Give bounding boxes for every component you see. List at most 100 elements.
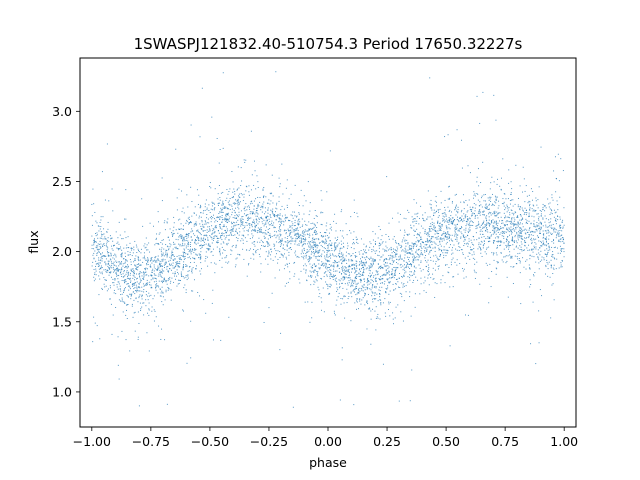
scatter-point <box>108 255 110 257</box>
scatter-point <box>275 215 277 216</box>
scatter-point <box>334 278 336 280</box>
scatter-point <box>506 224 508 226</box>
scatter-point <box>438 215 440 217</box>
scatter-point <box>140 272 142 274</box>
scatter-point <box>523 229 525 231</box>
scatter-point <box>356 308 357 310</box>
scatter-point <box>162 292 164 294</box>
scatter-point <box>130 280 132 282</box>
scatter-point <box>119 285 121 287</box>
scatter-point <box>95 246 97 248</box>
scatter-point <box>460 226 462 228</box>
scatter-point <box>314 224 316 226</box>
scatter-point <box>430 204 432 206</box>
scatter-point <box>531 255 533 257</box>
scatter-point <box>158 267 160 269</box>
scatter-point <box>419 232 421 234</box>
scatter-point <box>557 204 559 206</box>
scatter-point <box>442 212 444 214</box>
scatter-point <box>159 266 161 268</box>
scatter-point <box>341 359 343 361</box>
scatter-point <box>412 281 414 283</box>
scatter-point <box>560 234 562 236</box>
scatter-point <box>219 226 221 228</box>
scatter-point <box>459 263 461 265</box>
scatter-point <box>359 273 361 275</box>
scatter-point <box>537 199 539 201</box>
scatter-point <box>225 226 227 228</box>
scatter-point <box>516 231 518 233</box>
scatter-point <box>202 245 204 247</box>
scatter-point <box>286 206 288 208</box>
scatter-point <box>412 253 414 255</box>
scatter-point <box>357 242 359 244</box>
scatter-point <box>455 193 457 195</box>
scatter-point <box>392 261 394 263</box>
scatter-point <box>265 217 267 219</box>
scatter-point <box>416 213 418 215</box>
scatter-point <box>324 248 326 250</box>
scatter-point <box>562 226 564 228</box>
scatter-point <box>461 215 463 217</box>
scatter-point <box>207 218 209 220</box>
scatter-point <box>293 262 295 264</box>
scatter-point <box>553 268 555 270</box>
scatter-point <box>309 244 311 246</box>
scatter-point <box>123 271 125 273</box>
scatter-point <box>272 195 274 197</box>
scatter-point <box>181 236 183 238</box>
scatter-point <box>369 288 371 290</box>
scatter-point <box>113 261 115 263</box>
scatter-point <box>341 282 343 284</box>
scatter-point <box>315 257 317 259</box>
scatter-point <box>385 291 387 293</box>
scatter-point <box>294 250 296 252</box>
scatter-point <box>126 271 128 273</box>
scatter-point <box>157 292 159 294</box>
scatter-point <box>141 298 143 300</box>
scatter-point <box>314 270 316 272</box>
scatter-point <box>417 240 419 242</box>
scatter-point <box>469 172 471 174</box>
scatter-point <box>515 240 517 242</box>
scatter-point <box>554 258 556 260</box>
scatter-point <box>514 203 516 205</box>
scatter-point <box>182 239 184 241</box>
scatter-point <box>136 266 138 268</box>
scatter-point <box>130 268 132 270</box>
scatter-point <box>446 227 448 229</box>
scatter-point <box>448 267 450 268</box>
scatter-point <box>352 290 354 292</box>
scatter-point <box>212 248 214 250</box>
scatter-point <box>183 287 185 289</box>
scatter-point <box>124 282 126 284</box>
scatter-point <box>107 288 109 290</box>
scatter-point <box>427 241 429 243</box>
scatter-point <box>390 249 392 251</box>
scatter-point <box>337 255 339 257</box>
scatter-point <box>254 241 256 243</box>
scatter-point <box>320 234 322 236</box>
scatter-point <box>420 283 422 285</box>
scatter-point <box>297 202 299 204</box>
scatter-point <box>221 204 223 206</box>
scatter-point <box>412 256 414 258</box>
scatter-point <box>388 236 390 238</box>
scatter-point <box>562 227 564 229</box>
scatter-point <box>473 239 475 241</box>
scatter-point <box>277 214 279 216</box>
scatter-point <box>116 273 118 275</box>
scatter-point <box>269 235 271 237</box>
scatter-point <box>364 280 366 282</box>
scatter-point <box>508 216 510 218</box>
scatter-point <box>403 260 405 262</box>
scatter-point <box>431 241 433 243</box>
scatter-point <box>100 237 102 239</box>
scatter-point <box>159 265 161 267</box>
scatter-point <box>435 205 437 207</box>
scatter-point <box>463 201 465 203</box>
scatter-point <box>176 255 178 257</box>
scatter-point <box>552 199 554 201</box>
scatter-point <box>543 257 545 259</box>
scatter-point <box>502 231 504 233</box>
